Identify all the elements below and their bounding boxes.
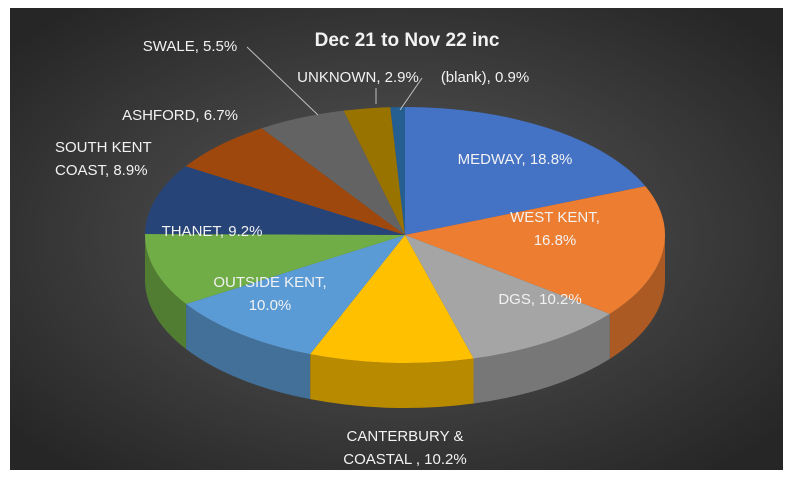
pie-slice [343,107,405,235]
pie-slice [405,235,610,359]
pie-slice [310,235,474,363]
pie-slice [405,107,646,235]
pie-tops [144,107,666,363]
data-label: THANET, 9.2% [162,223,263,240]
data-label: ASHFORD, 6.7% [122,107,238,124]
pie-slice [405,186,666,314]
data-label: (blank), 0.9% [441,69,529,86]
pie-slice-side [186,304,311,400]
pie-sides [145,235,665,408]
data-labels: MEDWAY, 18.8% WEST KENT, 16.8% DGS, 10.2% CA… [55,38,600,468]
pie-slice [145,166,405,235]
data-label: CANTERBURY & COASTAL , 10.2% [343,428,466,468]
data-label: SWALE, 5.5% [143,38,237,55]
data-label: SOUTH KENT COAST, 8.9% [55,139,152,179]
data-label: DGS, 10.2% [498,291,581,308]
leader-line [246,46,319,116]
leader-line [399,77,423,111]
data-label: UNKNOWN, 2.9% [297,69,419,86]
pie-slice [185,128,405,235]
pie-slice [186,235,405,355]
data-label: WEST KENT, 16.8% [510,209,600,249]
pie-slice [144,233,405,305]
data-label: MEDWAY, 18.8% [458,151,573,168]
pie-slice [261,110,405,235]
chart-title: Dec 21 to Nov 22 inc [315,30,500,51]
pie-slice-side [310,354,474,408]
pie-slice-side [609,235,665,359]
data-label: OUTSIDE KENT, 10.0% [213,274,326,314]
pie-slice-side [145,235,187,350]
pie-slice [390,107,405,235]
pie-slice-side [473,313,610,404]
